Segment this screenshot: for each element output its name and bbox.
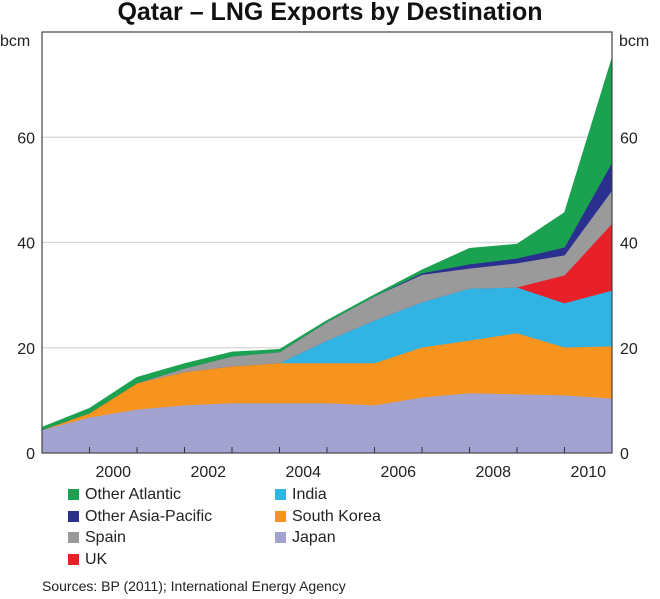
x-tick-label: 2000: [95, 464, 131, 481]
y-tick-label-left: 40: [17, 236, 35, 253]
legend-label: Japan: [292, 529, 336, 546]
legend-item: Other Atlantic: [68, 485, 181, 505]
legend-item: Spain: [68, 528, 126, 548]
x-tick-label: 2008: [475, 464, 511, 481]
legend-swatch: [275, 489, 286, 500]
x-tick-label: 2006: [380, 464, 416, 481]
y-tick-label-right: 0: [620, 446, 629, 463]
legend-item: South Korea: [275, 507, 381, 527]
legend-label: Other Asia-Pacific: [85, 507, 213, 525]
legend-item: India: [275, 485, 327, 505]
source-note: Sources: BP (2011); International Energy…: [42, 578, 346, 594]
y-tick-label-left: 0: [26, 446, 35, 463]
x-tick-label: 2010: [570, 464, 606, 481]
chart-title: Qatar – LNG Exports by Destination: [117, 0, 543, 26]
y-tick-label-left: 60: [17, 130, 35, 147]
legend-swatch: [275, 510, 286, 522]
legend-item: Other Asia-Pacific: [68, 507, 212, 527]
y-tick-label-right: 40: [620, 236, 638, 253]
y-tick-label-left: 20: [17, 341, 35, 358]
y-axis-unit-right: bcm: [619, 33, 650, 50]
y-tick-label-right: 20: [620, 341, 638, 358]
legend-item: UK: [68, 550, 107, 570]
legend-swatch: [68, 489, 79, 500]
legend-label: South Korea: [292, 507, 381, 525]
legend-label: Spain: [85, 529, 126, 546]
legend-swatch: [68, 510, 79, 522]
y-tick-label-right: 60: [620, 130, 638, 147]
legend-swatch: [68, 532, 79, 543]
legend-item: Japan: [275, 528, 336, 548]
legend-swatch: [68, 553, 79, 565]
x-tick-label: 2002: [190, 464, 226, 481]
legend-label: UK: [85, 550, 108, 568]
legend-label: Other Atlantic: [85, 486, 182, 503]
legend-label: India: [292, 486, 327, 503]
legend-swatch: [275, 532, 286, 543]
y-axis-unit-left: bcm: [0, 33, 31, 50]
x-tick-label: 2004: [285, 464, 321, 481]
